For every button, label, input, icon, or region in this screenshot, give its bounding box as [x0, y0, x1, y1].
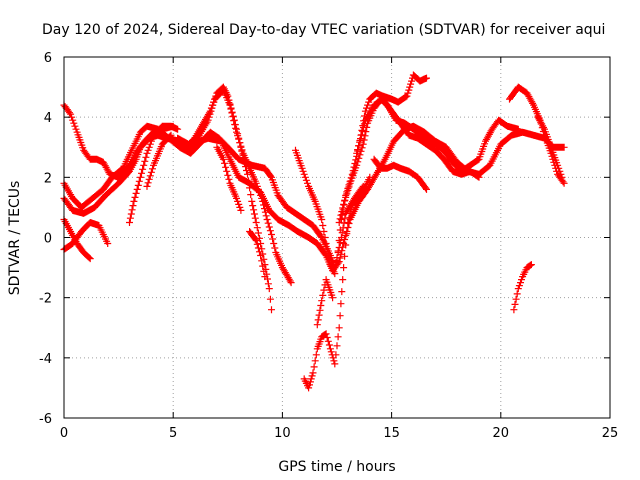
- series-track-9: [189, 83, 275, 314]
- chart-title: Day 120 of 2024, Sidereal Day-to-day VTE…: [42, 22, 605, 38]
- y-tick-label: 6: [44, 51, 52, 66]
- series-track-18: [370, 155, 430, 193]
- series-track-10: [213, 143, 245, 214]
- grid: [64, 57, 610, 418]
- y-tick-label: 0: [44, 232, 52, 247]
- marker-path: [510, 261, 535, 314]
- marker-path: [292, 146, 339, 278]
- marker-path: [313, 276, 337, 329]
- series-track-12: [292, 146, 339, 278]
- series-track-7: [143, 131, 175, 190]
- series-track-6: [126, 122, 182, 226]
- x-tick-label: 20: [493, 426, 510, 441]
- x-tick-label: 5: [169, 426, 177, 441]
- marker-path: [126, 122, 182, 226]
- marker-path: [246, 228, 269, 281]
- y-tick-label: -2: [39, 292, 52, 307]
- x-tick-label: 15: [383, 426, 400, 441]
- marker-path: [534, 113, 566, 181]
- marker-path: [143, 131, 175, 190]
- y-tick-label: 4: [44, 111, 52, 126]
- y-axis-label: SDTVAR / TECUs: [7, 181, 23, 296]
- marker-path: [300, 173, 374, 392]
- marker-path: [189, 83, 275, 314]
- marker-path: [370, 155, 430, 193]
- series-track-13: [300, 173, 374, 392]
- y-tick-label: 2: [44, 171, 52, 186]
- x-tick-label: 10: [274, 426, 291, 441]
- marker-path: [213, 143, 245, 214]
- series-track-11: [246, 228, 269, 281]
- x-tick-label: 25: [602, 426, 619, 441]
- series-track-14: [313, 276, 337, 329]
- x-tick-label: 0: [60, 426, 68, 441]
- series-track-17: [353, 95, 483, 181]
- y-tick-label: -4: [39, 352, 52, 367]
- y-tick-label: -6: [39, 412, 52, 427]
- series-track-21: [510, 261, 535, 314]
- axis-ticks: [63, 56, 611, 419]
- marker-path: [353, 95, 483, 181]
- data-markers: [60, 71, 568, 392]
- series-track-20: [534, 113, 566, 181]
- x-axis-label: GPS time / hours: [278, 459, 395, 475]
